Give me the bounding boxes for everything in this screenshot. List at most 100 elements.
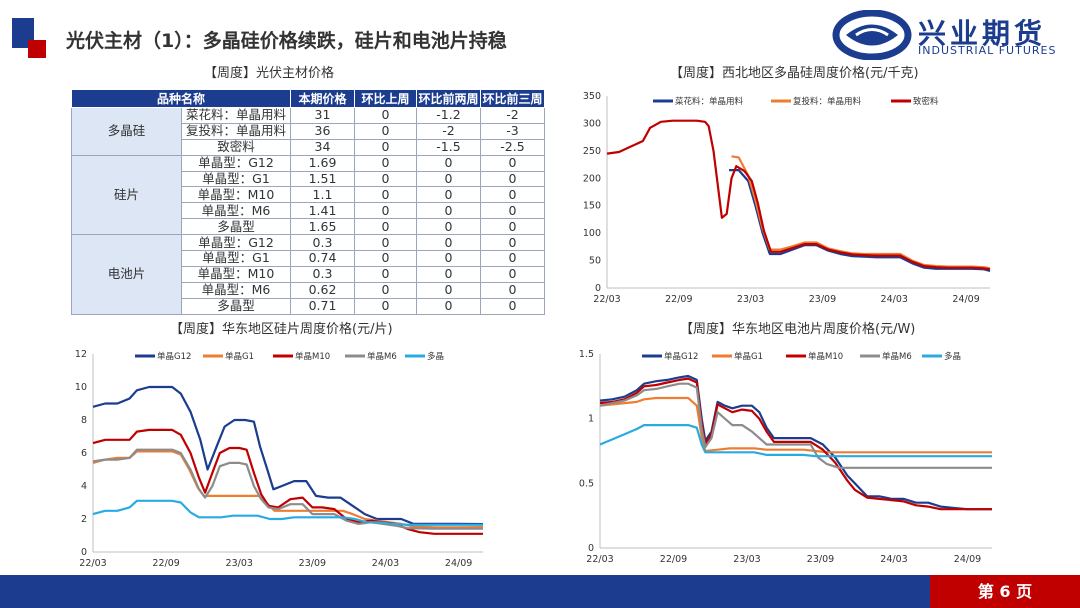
price-cell: 1.51 [290,170,355,188]
two-week-cell: 0 [416,202,481,220]
legend-label: 复投料：单晶用料 [793,96,862,107]
three-week-cell: 0 [480,170,545,188]
y-tick-label: 2 [81,514,87,525]
series-line [599,396,992,454]
series-line [599,424,992,458]
legend-label: 多晶 [427,351,444,362]
y-tick-label: 6 [81,448,87,459]
x-tick-label: 23/09 [299,558,326,569]
y-tick-label: 200 [583,173,601,184]
product-name-cell: 菜花料：单晶用料 [181,107,291,124]
logo-red-square [28,40,46,58]
three-week-cell: -2 [480,107,545,124]
chart1-title: 【周度】西北地区多晶硅周度价格(元/千克) [670,66,919,81]
table-row: 单晶型：M6 1.41 0 0 0 [72,202,545,220]
product-name-cell: 单晶型：M10 [181,186,291,204]
x-tick-label: 24/03 [372,558,399,569]
y-tick-label: 8 [81,415,87,426]
product-name-cell: 单晶型：M10 [181,265,291,283]
chart3-title: 【周度】华东地区电池片周度价格(元/W) [680,322,916,337]
x-tick-label: 24/03 [881,294,908,305]
y-tick-label: 150 [583,201,601,212]
price-cell: 1.41 [290,202,355,220]
product-name-cell: 单晶型：G12 [181,234,291,252]
table-title: 【周度】光伏主材价格 [204,66,335,81]
category-cell: 硅片 [71,154,182,236]
legend-label: 单晶M6 [882,351,912,362]
two-week-cell: 0 [416,297,481,315]
legend-label: 单晶M10 [295,351,330,362]
two-week-cell: 0 [416,250,481,267]
wow-cell: 0 [354,218,417,236]
header-current-price: 本期价格 [290,89,355,108]
brand-name-cn: 兴业期货 [918,17,1047,50]
price-cell: 36 [290,122,355,140]
x-tick-label: 23/09 [807,554,834,565]
product-name-cell: 单晶型：M6 [181,281,291,299]
legend-label: 单晶G1 [734,351,763,362]
page-number: 第 6 页 [930,575,1080,608]
two-week-cell: 0 [416,186,481,204]
price-cell: 1.69 [290,154,355,172]
series-line [92,385,484,526]
price-cell: 1.1 [290,186,355,204]
brand-logo: 兴业期货 INDUSTRIAL FUTURES [830,10,1060,60]
table-row: 单晶型：M10 0.3 0 0 0 [72,265,545,283]
x-tick-label: 23/03 [737,294,764,305]
y-tick-label: 0 [588,543,594,554]
three-week-cell: 0 [480,154,545,172]
legend-label: 单晶G12 [157,351,191,362]
series-line [92,450,484,529]
table-row: 多晶型 1.65 0 0 0 [72,218,545,236]
table-row: 多晶硅 菜花料：单晶用料 31 0 -1.2 -2 [71,107,545,156]
legend-label: 菜花料：单晶用料 [675,96,744,107]
two-week-cell: -1.2 [416,107,481,124]
brand-name-en: INDUSTRIAL FUTURES [918,44,1057,57]
three-week-cell: 0 [480,265,545,283]
price-cell: 1.65 [290,218,355,236]
y-tick-label: 10 [75,382,87,393]
three-week-cell: 0 [480,281,545,299]
table-row: 复投料：单晶用料 36 0 -2 -3 [72,122,545,140]
x-tick-label: 24/09 [952,294,979,305]
legend-label: 单晶G12 [664,351,698,362]
header-product-name: 品种名称 [71,89,291,108]
three-week-cell: -3 [480,122,545,140]
x-tick-label: 22/03 [79,558,106,569]
footer-bar: 第 6 页 [0,575,1080,608]
brand-emblem-icon [832,10,912,60]
legend-label: 单晶M6 [367,351,397,362]
table-row: 硅片 单晶型：G12 1.69 0 0 0 [71,154,545,236]
y-tick-label: 250 [583,146,601,157]
series-line [92,499,483,526]
category-cell: 电池片 [71,234,182,315]
legend-label: 单晶M10 [808,351,843,362]
price-cell: 31 [290,107,355,124]
three-week-cell: 0 [480,297,545,315]
table-row: 电池片 单晶型：G12 0.3 0 0 0 [71,234,545,315]
two-week-cell: -1.5 [416,138,481,156]
x-tick-label: 24/09 [954,554,981,565]
legend-label: 多晶 [944,351,961,362]
series-line [599,374,992,511]
wow-cell: 0 [354,186,417,204]
price-cell: 0.3 [290,265,355,283]
header-wow: 环比上周 [354,89,417,108]
y-tick-label: 100 [583,228,601,239]
chart2-title: 【周度】华东地区硅片周度价格(元/片) [170,322,393,337]
cell-price-chart: 0 0.5 1 1.5 22/03 22/09 23/03 23/09 24/03 24/09 单晶… [579,349,992,565]
y-tick-label: 350 [583,91,601,102]
legend-label: 致密料 [913,96,939,107]
x-tick-label: 22/09 [665,294,692,305]
product-name-cell: 单晶型：G12 [181,154,291,172]
x-tick-label: 23/03 [226,558,253,569]
series-line [92,448,483,530]
product-name-cell: 多晶型 [181,218,291,236]
product-name-cell: 复投料：单晶用料 [181,122,291,140]
page-title: 光伏主材（1）：多晶硅价格续跌，硅片和电池片持稳 [66,30,507,52]
polysilicon-price-chart: 0 50 100 150 200 250 300 350 22/03 22/09 23/03 23/0… [583,91,991,305]
wow-cell: 0 [354,107,417,124]
series-line [599,382,992,469]
y-tick-label: 0 [81,547,87,558]
category-cell: 多晶硅 [71,107,182,156]
